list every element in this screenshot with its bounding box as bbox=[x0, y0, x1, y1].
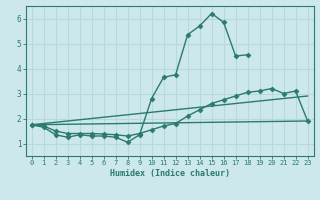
X-axis label: Humidex (Indice chaleur): Humidex (Indice chaleur) bbox=[109, 169, 230, 178]
